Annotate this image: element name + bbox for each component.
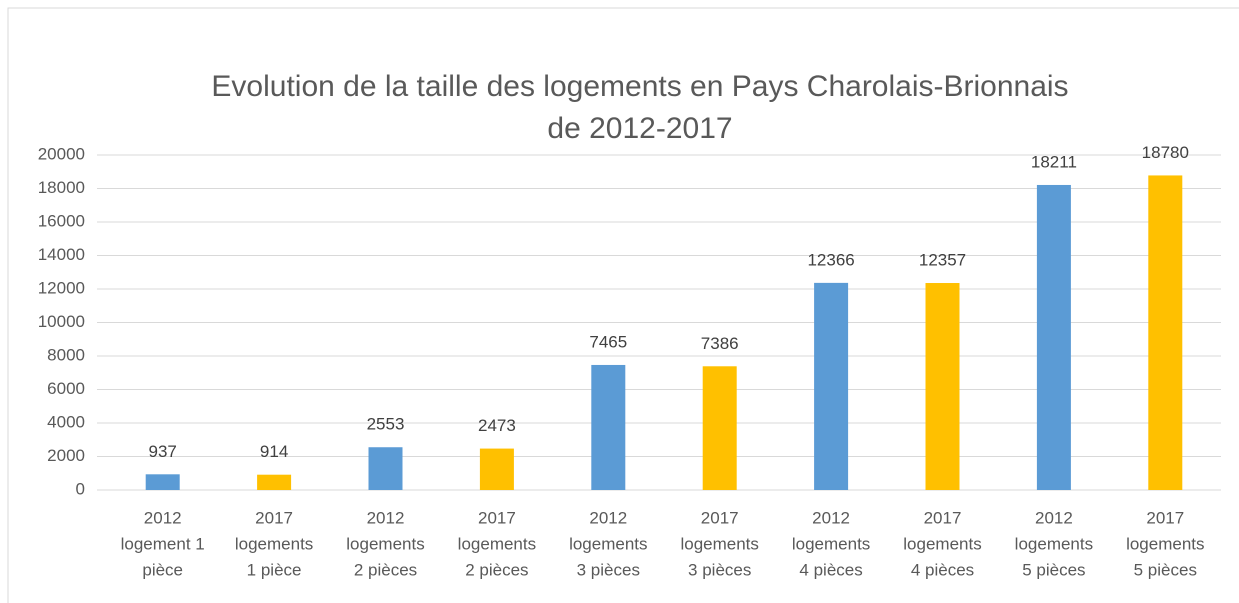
x-tick-label: 4 pièces xyxy=(911,560,974,579)
y-tick-label: 12000 xyxy=(38,278,85,297)
bar xyxy=(479,448,514,490)
data-label: 7386 xyxy=(701,334,739,353)
x-tick-label: logements xyxy=(346,534,424,553)
bar xyxy=(145,474,180,490)
y-tick-label: 4000 xyxy=(47,412,85,431)
y-tick-label: 18000 xyxy=(38,178,85,197)
data-label: 12357 xyxy=(919,251,966,270)
data-label: 2473 xyxy=(478,416,516,435)
chart-title: de 2012-2017 xyxy=(547,112,732,145)
data-label: 12366 xyxy=(807,250,854,269)
bar xyxy=(702,366,737,490)
bar xyxy=(925,283,960,490)
x-tick-label: 3 pièces xyxy=(577,560,640,579)
data-label: 18780 xyxy=(1142,143,1189,162)
x-tick-label: 2 pièces xyxy=(465,560,528,579)
x-tick-label: pièce xyxy=(142,560,183,579)
y-tick-label: 6000 xyxy=(47,379,85,398)
x-tick-label: 5 pièces xyxy=(1134,560,1197,579)
x-tick-label: 4 pièces xyxy=(799,560,862,579)
bar xyxy=(591,364,626,490)
x-tick-label: 2017 xyxy=(1146,508,1184,527)
bar xyxy=(257,474,292,490)
x-tick-label: logements xyxy=(1126,534,1204,553)
y-tick-label: 10000 xyxy=(38,312,85,331)
chart-frame xyxy=(7,7,1239,603)
x-tick-label: logements xyxy=(458,534,536,553)
x-tick-label: 2017 xyxy=(255,508,293,527)
x-tick-label: logements xyxy=(792,534,870,553)
y-tick-label: 8000 xyxy=(47,345,85,364)
x-tick-label: 2012 xyxy=(367,508,405,527)
x-tick-label: 2012 xyxy=(144,508,182,527)
x-tick-label: 2017 xyxy=(701,508,739,527)
x-tick-label: 2012 xyxy=(589,508,627,527)
data-label: 914 xyxy=(260,442,288,461)
bar xyxy=(814,282,849,490)
x-tick-label: 5 pièces xyxy=(1022,560,1085,579)
x-tick-label: logements xyxy=(903,534,981,553)
y-tick-label: 0 xyxy=(76,479,85,498)
x-tick-label: logements xyxy=(569,534,647,553)
bar xyxy=(1148,175,1183,490)
x-tick-label: 2017 xyxy=(924,508,962,527)
chart-title: Evolution de la taille des logements en … xyxy=(211,70,1068,103)
y-tick-label: 14000 xyxy=(38,245,85,264)
x-tick-label: 3 pièces xyxy=(688,560,751,579)
x-tick-label: logements xyxy=(1015,534,1093,553)
data-label: 7465 xyxy=(589,332,627,351)
y-tick-label: 20000 xyxy=(38,144,85,163)
x-tick-label: 2 pièces xyxy=(354,560,417,579)
data-label: 2553 xyxy=(367,415,405,434)
data-label: 18211 xyxy=(1031,152,1077,171)
y-tick-label: 16000 xyxy=(38,211,85,230)
x-tick-label: 2012 xyxy=(1035,508,1073,527)
x-tick-label: logements xyxy=(680,534,758,553)
bar xyxy=(368,447,403,490)
y-tick-label: 2000 xyxy=(47,446,85,465)
x-tick-label: logements xyxy=(235,534,313,553)
x-tick-label: 2017 xyxy=(478,508,516,527)
x-tick-label: logement 1 xyxy=(121,534,205,553)
x-tick-label: 2012 xyxy=(812,508,850,527)
x-tick-label: 1 pièce xyxy=(247,560,302,579)
data-label: 937 xyxy=(149,442,177,461)
bar xyxy=(1036,184,1071,490)
